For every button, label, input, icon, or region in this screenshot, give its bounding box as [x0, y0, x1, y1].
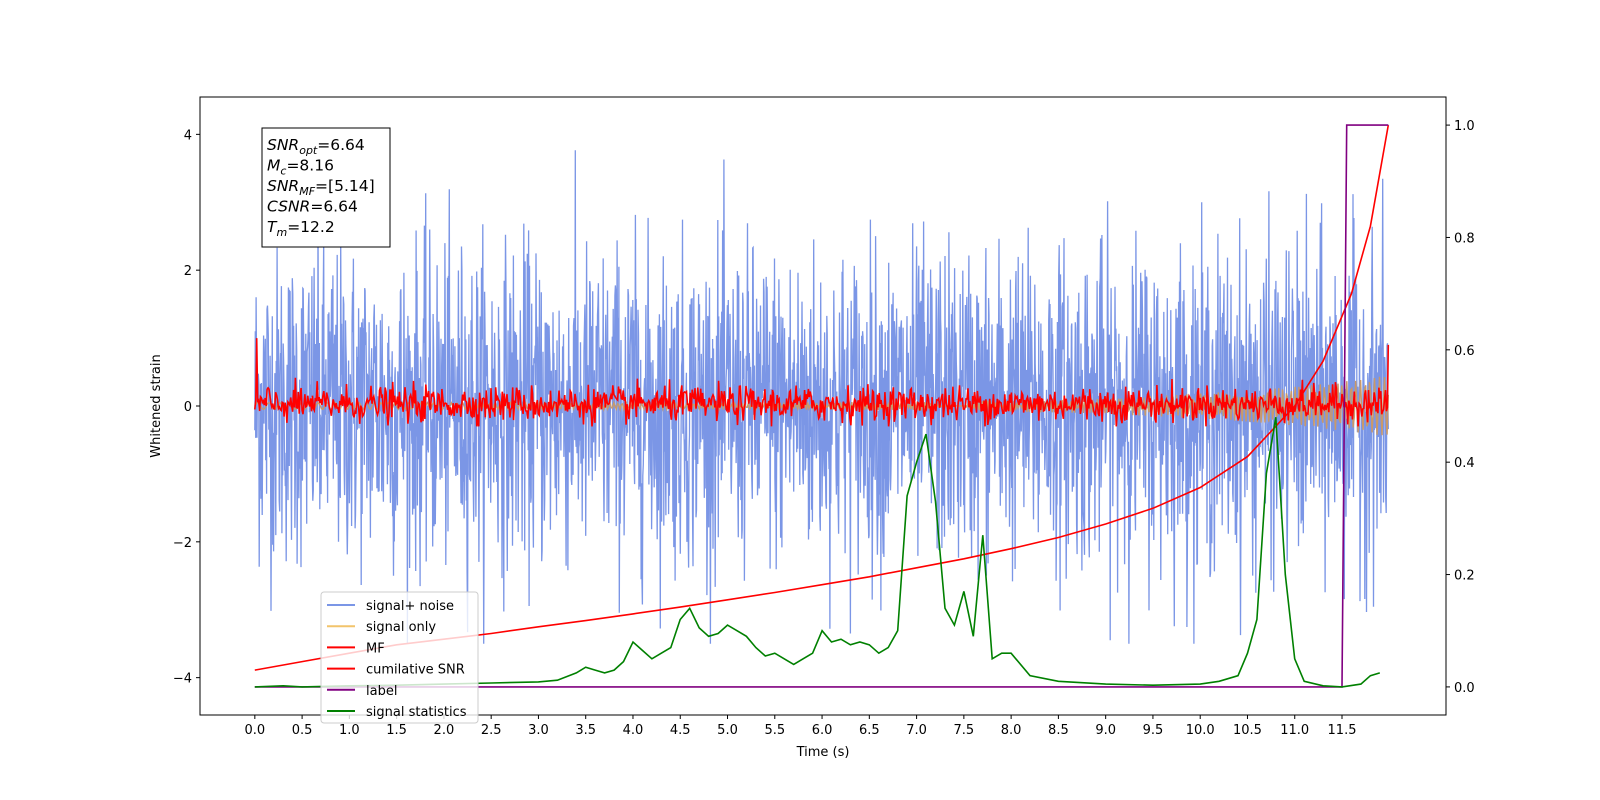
legend: signal+ noise signal only MF cumilative SNR…: [320, 591, 479, 724]
x-axis-ticks: 0.0 0.5 1.0 1.5 2.0 2.5 3.0 3.5 4.0 4.5 5.0 5.5 6.0 6…: [244, 715, 1356, 738]
x-tick-label: 10.0: [1186, 723, 1215, 738]
y2-tick-label: 0.2: [1454, 569, 1475, 584]
x-tick-label: 2.0: [434, 723, 455, 738]
series-signal-plus-noise: [254, 150, 1389, 644]
y-axis-label: Whitened strain: [149, 354, 164, 457]
x-tick-label: 1.0: [339, 723, 360, 738]
x-tick-label: 7.0: [906, 723, 927, 738]
y-tick-label: 4: [184, 128, 192, 143]
annotation-line: SNRMF=[5.14]: [267, 177, 375, 198]
x-tick-label: 6.5: [859, 723, 880, 738]
x-tick-label: 7.5: [954, 723, 975, 738]
annotation-frame: [261, 127, 391, 248]
annotation-line: CSNR=6.64: [267, 198, 358, 216]
series-signal-statistics: [254, 417, 1381, 688]
x-tick-label: 9.0: [1095, 723, 1116, 738]
legend-label: signal statistics: [366, 705, 467, 720]
series-mf: [254, 338, 1390, 427]
y-tick-label: −4: [173, 672, 192, 687]
y2-tick-label: 1.0: [1454, 119, 1475, 134]
legend-label: cumilative SNR: [366, 663, 465, 678]
x-tick-label: 0.0: [244, 723, 265, 738]
y2-tick-label: 0.8: [1454, 231, 1475, 246]
y2-tick-label: 0.4: [1454, 456, 1475, 471]
x-tick-label: 10.5: [1233, 723, 1262, 738]
legend-label: signal+ noise: [366, 599, 454, 614]
x-tick-label: 6.0: [812, 723, 833, 738]
x-tick-label: 4.5: [670, 723, 691, 738]
y-tick-label: −2: [173, 536, 192, 551]
annotation-line: SNRopt=6.64: [267, 136, 365, 157]
x-tick-label: 0.5: [292, 723, 313, 738]
x-tick-label: 3.5: [575, 723, 596, 738]
y-tick-label: 0: [184, 400, 192, 415]
series-label: [254, 124, 1389, 688]
x-tick-label: 9.5: [1143, 723, 1164, 738]
y2-axis-ticks: 1.0 0.8 0.6 0.4 0.2 0.0: [1446, 119, 1475, 696]
legend-label: label: [366, 684, 397, 699]
x-tick-label: 5.5: [764, 723, 785, 738]
x-tick-label: 11.0: [1280, 723, 1309, 738]
x-tick-label: 2.5: [481, 723, 502, 738]
x-tick-label: 3.0: [528, 723, 549, 738]
x-tick-label: 8.5: [1048, 723, 1069, 738]
legend-label: signal only: [366, 620, 436, 635]
x-tick-label: 1.5: [386, 723, 407, 738]
x-tick-label: 11.5: [1328, 723, 1357, 738]
x-axis-label: Time (s): [796, 745, 850, 760]
annotation-line: Mc=8.16: [267, 157, 334, 178]
y2-tick-label: 0.0: [1454, 681, 1475, 696]
x-tick-label: 8.0: [1001, 723, 1022, 738]
y-axis-ticks: 4 2 0 −2 −4: [173, 128, 200, 687]
legend-frame: [320, 591, 479, 724]
x-tick-label: 5.0: [717, 723, 738, 738]
y-tick-label: 2: [184, 264, 192, 279]
annotation-line: Tm=12.2: [267, 218, 335, 239]
y2-tick-label: 0.6: [1454, 344, 1475, 359]
x-tick-label: 4.0: [623, 723, 644, 738]
legend-label: MF: [366, 641, 385, 656]
